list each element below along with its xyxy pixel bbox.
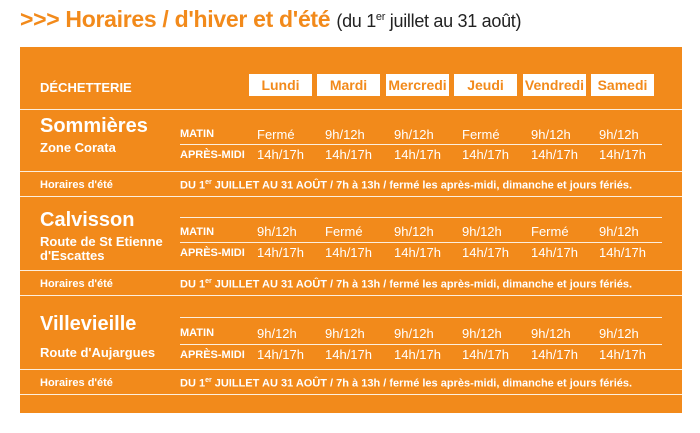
divider (180, 317, 662, 318)
slot-label-apres-midi: APRÈS-MIDI (180, 349, 245, 361)
cell: 14h/17h (531, 245, 578, 260)
schedule-panel: DÉCHETTERIE Lundi Mardi Mercredi Jeudi V… (20, 47, 682, 413)
summer-text-sup: er (205, 377, 212, 384)
cell: 14h/17h (531, 147, 578, 162)
summer-hours-text: DU 1er JUILLET AU 31 AOÛT / 7h à 13h / f… (180, 278, 632, 291)
summer-label: Horaires d'été (40, 278, 113, 290)
cell: 14h/17h (257, 245, 304, 260)
header-dechetterie: DÉCHETTERIE (40, 80, 132, 95)
divider (180, 344, 662, 345)
divider (180, 144, 662, 145)
cell: 14h/17h (531, 347, 578, 362)
summer-label: Horaires d'été (40, 179, 113, 191)
subtitle-after: juillet au 31 août) (385, 11, 522, 31)
day-header-mercredi: Mercredi (386, 74, 449, 96)
slot-label-matin: MATIN (180, 128, 215, 140)
chevron-arrows-icon: >>> (20, 6, 60, 32)
site-address-calvisson: Route de St Etienne d'Escattes (40, 234, 163, 263)
title-subtitle: (du 1er juillet au 31 août) (336, 11, 521, 31)
cell: 9h/12h (462, 224, 502, 239)
summer-text-before: DU 1 (180, 278, 206, 291)
cell: 14h/17h (257, 347, 304, 362)
cell: 14h/17h (394, 245, 441, 260)
page-title: >>> Horaires / d'hiver et d'été (du 1er j… (20, 6, 522, 33)
summer-text-after: JUILLET AU 31 AOÛT / 7h à 13h / fermé le… (211, 179, 633, 192)
cell: 14h/17h (394, 147, 441, 162)
divider (180, 217, 662, 218)
title-main: Horaires / d'hiver et d'été (65, 6, 331, 32)
day-header-samedi: Samedi (591, 74, 654, 96)
day-header-lundi: Lundi (249, 74, 312, 96)
slot-label-apres-midi: APRÈS-MIDI (180, 247, 245, 259)
cell: Fermé (325, 224, 363, 239)
cell: 9h/12h (257, 326, 297, 341)
summer-text-after: JUILLET AU 31 AOÛT / 7h à 13h / fermé le… (211, 278, 633, 291)
cell: 9h/12h (531, 326, 571, 341)
cell: 9h/12h (394, 127, 434, 142)
cell: 14h/17h (599, 147, 646, 162)
cell: 14h/17h (257, 147, 304, 162)
summer-text-before: DU 1 (180, 179, 206, 192)
cell: 9h/12h (462, 326, 502, 341)
slot-label-matin: MATIN (180, 226, 215, 238)
divider (20, 394, 682, 395)
cell: 9h/12h (531, 127, 571, 142)
cell: 14h/17h (599, 245, 646, 260)
site-address-villevieille: Route d'Aujargues (40, 345, 156, 360)
site-name-villevieille: Villevieille (40, 313, 137, 335)
cell: 14h/17h (462, 147, 509, 162)
divider (20, 369, 682, 370)
site-address-sommieres: Zone Corata (40, 140, 116, 155)
subtitle-sup: er (375, 11, 386, 23)
cell: 9h/12h (599, 224, 639, 239)
divider (20, 109, 682, 110)
cell: 14h/17h (325, 245, 372, 260)
day-header-vendredi: Vendredi (523, 74, 586, 96)
divider (20, 171, 682, 172)
divider (20, 270, 682, 271)
cell: 9h/12h (325, 326, 365, 341)
cell: 9h/12h (394, 326, 434, 341)
summer-text-sup: er (205, 179, 212, 186)
day-header-mardi: Mardi (317, 74, 380, 96)
summer-text-before: DU 1 (180, 377, 206, 390)
cell: Fermé (531, 224, 569, 239)
slot-label-matin: MATIN (180, 327, 215, 339)
cell: 14h/17h (394, 347, 441, 362)
cell: 9h/12h (394, 224, 434, 239)
cell: 14h/17h (325, 347, 372, 362)
site-name-sommieres: Sommières (40, 115, 148, 137)
summer-hours-text: DU 1er JUILLET AU 31 AOÛT / 7h à 13h / f… (180, 377, 632, 390)
cell: 14h/17h (599, 347, 646, 362)
summer-text-after: JUILLET AU 31 AOÛT / 7h à 13h / fermé le… (211, 377, 633, 390)
cell: 14h/17h (462, 347, 509, 362)
divider (20, 295, 682, 296)
cell: 9h/12h (257, 224, 297, 239)
slot-label-apres-midi: APRÈS-MIDI (180, 149, 245, 161)
cell: Fermé (462, 127, 500, 142)
cell: 9h/12h (599, 127, 639, 142)
day-header-jeudi: Jeudi (454, 74, 517, 96)
divider (180, 242, 662, 243)
summer-text-sup: er (205, 278, 212, 285)
site-name-calvisson: Calvisson (40, 209, 135, 231)
divider (20, 196, 682, 197)
cell: Fermé (257, 127, 295, 142)
subtitle-before: (du 1 (336, 11, 376, 31)
cell: 14h/17h (325, 147, 372, 162)
cell: 9h/12h (325, 127, 365, 142)
cell: 14h/17h (462, 245, 509, 260)
cell: 9h/12h (599, 326, 639, 341)
summer-hours-text: DU 1er JUILLET AU 31 AOÛT / 7h à 13h / f… (180, 179, 632, 192)
summer-label: Horaires d'été (40, 377, 113, 389)
